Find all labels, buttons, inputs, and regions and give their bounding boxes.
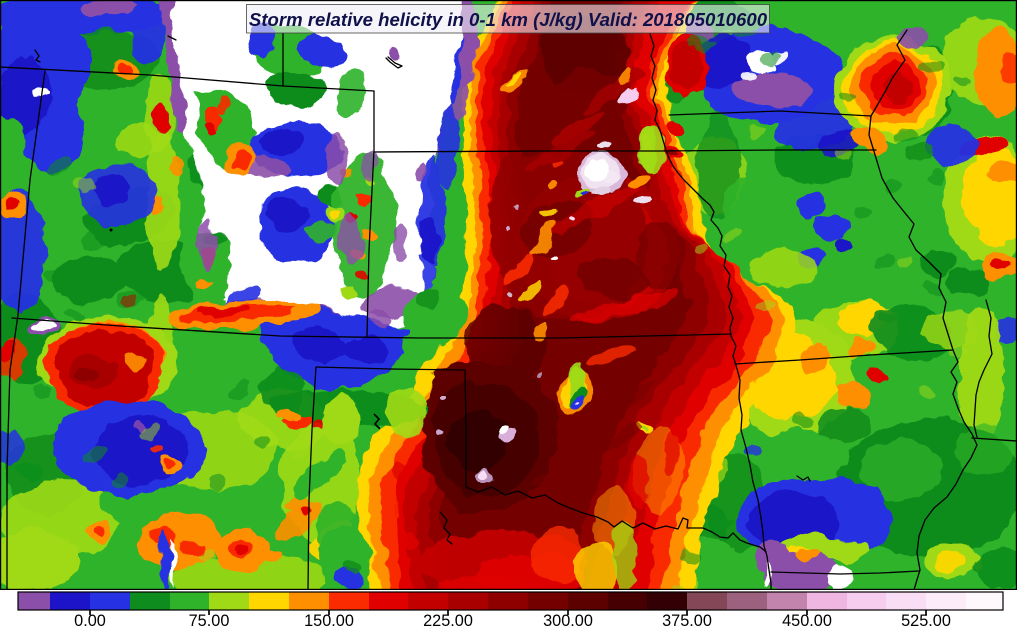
svg-text:525.00: 525.00 [901, 612, 951, 630]
svg-text:225.00: 225.00 [423, 612, 473, 630]
svg-text:75.00: 75.00 [189, 612, 230, 630]
svg-text:300.00: 300.00 [543, 612, 593, 630]
svg-text:450.00: 450.00 [782, 612, 832, 630]
svg-text:150.00: 150.00 [304, 612, 354, 630]
svg-text:375.00: 375.00 [662, 612, 712, 630]
svg-text:0.00: 0.00 [74, 612, 106, 630]
svg-text:Storm relative helicity in 0-1: Storm relative helicity in 0-1 km (J/kg)… [249, 9, 768, 30]
